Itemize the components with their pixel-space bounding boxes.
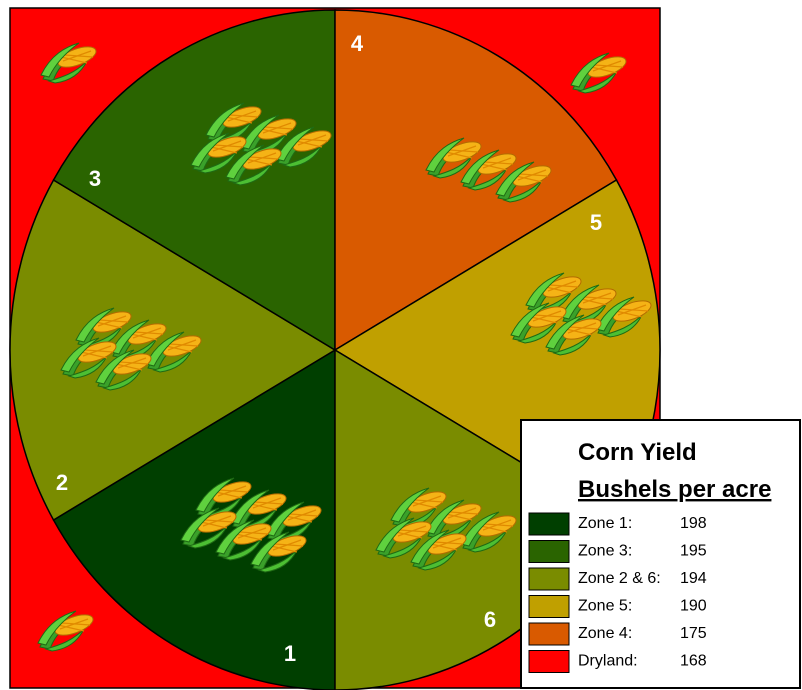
legend-label: Zone 5: bbox=[578, 598, 632, 615]
legend-swatch bbox=[529, 651, 569, 673]
legend-value: 194 bbox=[680, 570, 707, 587]
page: {"map": {"background_color": "#ff0000", … bbox=[0, 0, 802, 690]
legend-label: Zone 3: bbox=[578, 543, 632, 560]
legend-swatch bbox=[529, 541, 569, 563]
zone-number: 6 bbox=[484, 607, 496, 632]
zone-number: 5 bbox=[590, 210, 602, 235]
legend-swatch bbox=[529, 596, 569, 618]
legend-value: 198 bbox=[680, 515, 707, 532]
legend-value: 195 bbox=[680, 543, 707, 560]
legend-subtitle: Bushels per acre bbox=[578, 476, 771, 503]
field-diagram: 1 2 3 4 5 6 Corn Yield Bushels per acre Zone … bbox=[0, 0, 802, 690]
zone-number: 2 bbox=[56, 470, 68, 495]
legend-value: 190 bbox=[680, 598, 707, 615]
legend-label: Zone 1: bbox=[578, 515, 632, 532]
legend-label: Zone 4: bbox=[578, 625, 632, 642]
legend-value: 168 bbox=[680, 653, 707, 670]
legend-title: Corn Yield bbox=[578, 439, 697, 466]
legend: Corn Yield Bushels per acre Zone 1: 198 Zo… bbox=[521, 420, 800, 688]
legend-value: 175 bbox=[680, 625, 707, 642]
zone-number: 4 bbox=[351, 31, 364, 56]
legend-swatch bbox=[529, 513, 569, 535]
zone-number: 1 bbox=[284, 641, 296, 666]
legend-label: Zone 2 & 6: bbox=[578, 570, 661, 587]
legend-swatch bbox=[529, 623, 569, 645]
legend-label: Dryland: bbox=[578, 653, 638, 670]
zone-number: 3 bbox=[89, 166, 101, 191]
legend-swatch bbox=[529, 568, 569, 590]
